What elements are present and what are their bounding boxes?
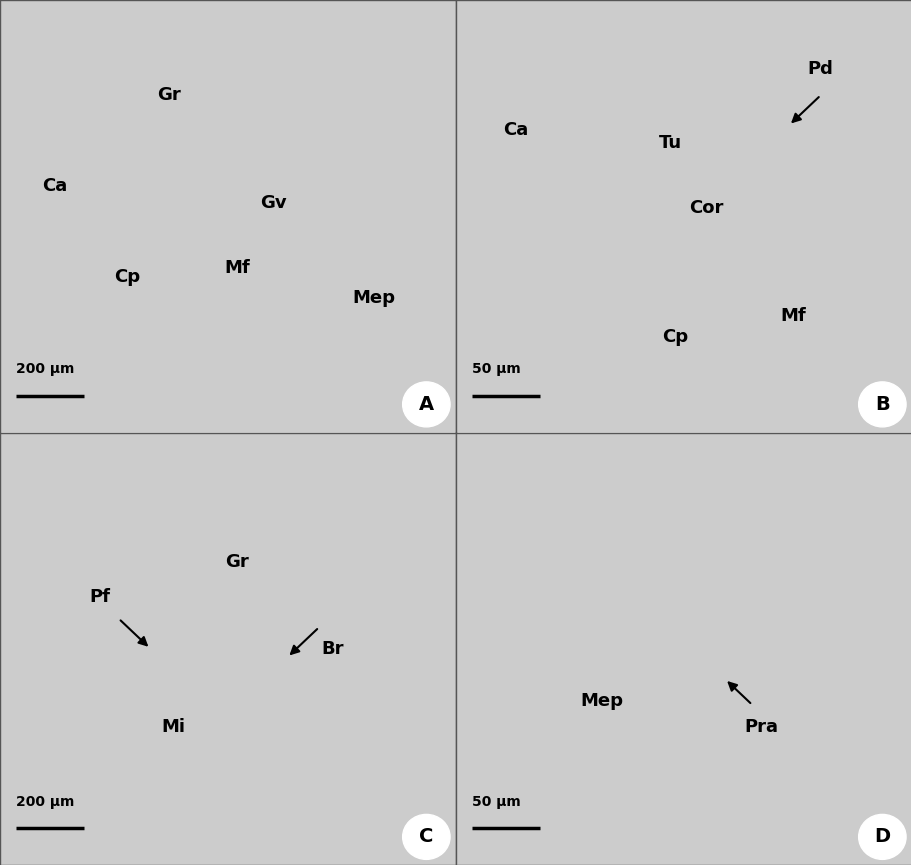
Text: Mf: Mf <box>780 307 805 324</box>
Text: 50 μm: 50 μm <box>472 362 520 376</box>
Text: Gv: Gv <box>260 195 287 212</box>
Text: 50 μm: 50 μm <box>472 795 520 809</box>
Text: Cor: Cor <box>689 199 723 216</box>
Text: Pd: Pd <box>807 61 833 78</box>
Text: Cp: Cp <box>661 329 687 346</box>
Text: Cp: Cp <box>115 268 140 285</box>
Text: Mep: Mep <box>579 692 623 709</box>
Text: Pra: Pra <box>743 718 778 735</box>
Text: D: D <box>874 828 889 846</box>
Text: 200 μm: 200 μm <box>16 362 75 376</box>
Text: Gr: Gr <box>225 554 249 571</box>
Text: Ca: Ca <box>42 177 67 195</box>
Text: A: A <box>418 395 434 413</box>
Text: Br: Br <box>322 640 343 657</box>
Text: Mf: Mf <box>224 260 250 277</box>
Text: Pf: Pf <box>89 588 111 606</box>
Circle shape <box>858 815 906 860</box>
Text: Ca: Ca <box>502 121 527 138</box>
Text: Gr: Gr <box>157 86 180 104</box>
Text: Mi: Mi <box>161 718 185 735</box>
Circle shape <box>403 381 450 426</box>
Circle shape <box>403 815 450 860</box>
Text: Mep: Mep <box>352 290 395 307</box>
Text: C: C <box>419 828 433 846</box>
Circle shape <box>858 381 906 426</box>
Text: 200 μm: 200 μm <box>16 795 75 809</box>
Text: B: B <box>874 395 889 413</box>
Text: Tu: Tu <box>658 134 681 151</box>
